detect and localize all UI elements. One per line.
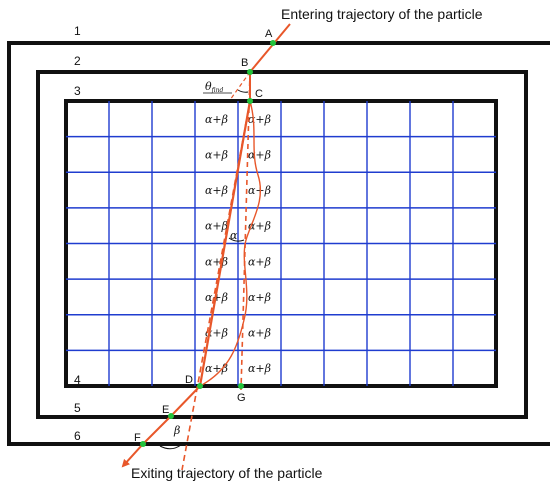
cell-label-alpha-beta: α+β bbox=[205, 255, 228, 268]
theta-symbol: θ bbox=[205, 80, 212, 93]
point-label-g: G bbox=[237, 392, 246, 404]
layer-number-5: 5 bbox=[74, 401, 81, 415]
beta-angle-arc bbox=[159, 444, 182, 450]
alpha-angle-arc bbox=[228, 237, 245, 242]
intersection-points bbox=[140, 40, 276, 447]
exiting-trajectory-caption: Exiting trajectory of the particle bbox=[131, 465, 323, 481]
point-label-e: E bbox=[162, 404, 169, 416]
layer-number-3: 3 bbox=[74, 84, 81, 98]
middle-frame-layer-2 bbox=[36, 70, 528, 419]
vertical-reference-dashed-line bbox=[240, 71, 251, 391]
theta-reference-dashed-line bbox=[229, 71, 251, 101]
point-d bbox=[197, 383, 203, 389]
point-g bbox=[238, 383, 244, 389]
point-label-b: B bbox=[241, 57, 248, 69]
cell-label-alpha-beta: α+β bbox=[205, 184, 228, 197]
cell-label-alpha-beta: α+β bbox=[248, 291, 271, 304]
wavy-trajectory-path bbox=[199, 100, 262, 387]
beta-label: β bbox=[173, 424, 180, 437]
cell-labels: α+βα+βα+βα+βα+βα+βα+βα+βα+βα+βα+βα+βα+βα… bbox=[205, 113, 271, 375]
detector-grid bbox=[66, 101, 496, 386]
alpha-label: α bbox=[230, 229, 238, 242]
point-f bbox=[140, 441, 146, 447]
layer-number-2: 2 bbox=[74, 54, 81, 68]
point-e bbox=[168, 413, 174, 419]
point-b bbox=[247, 69, 253, 75]
point-a bbox=[270, 40, 276, 46]
layer-number-6: 6 bbox=[74, 429, 81, 443]
outer-frame-layer-1 bbox=[7, 41, 550, 446]
point-label-a: A bbox=[265, 28, 273, 40]
point-label-c: C bbox=[255, 88, 263, 100]
cell-label-alpha-beta: α+β bbox=[205, 362, 228, 375]
theta-angle-arc bbox=[237, 89, 249, 93]
point-label-d: D bbox=[185, 374, 193, 386]
cell-label-alpha-beta: α+β bbox=[248, 327, 271, 340]
cell-label-alpha-beta: α+β bbox=[248, 362, 271, 375]
theta-find-label: θfind bbox=[205, 80, 223, 94]
cell-label-alpha-beta: α+β bbox=[205, 113, 228, 126]
cell-label-alpha-beta: α+β bbox=[248, 148, 271, 161]
point-label-f: F bbox=[134, 432, 141, 444]
cell-label-alpha-beta: α+β bbox=[248, 255, 271, 268]
theta-subscript: find bbox=[211, 87, 224, 94]
entering-trajectory-caption: Entering trajectory of the particle bbox=[281, 6, 483, 22]
cell-label-alpha-beta: α+β bbox=[248, 184, 271, 197]
straight-trajectory-line bbox=[198, 100, 252, 387]
point-c bbox=[247, 98, 253, 104]
layer-number-1: 1 bbox=[74, 24, 81, 38]
cell-label-alpha-beta: α+β bbox=[248, 113, 271, 126]
cell-label-alpha-beta: α+β bbox=[205, 148, 228, 161]
layer-number-4: 4 bbox=[74, 373, 81, 387]
cell-label-alpha-beta: α+β bbox=[205, 220, 228, 233]
outgoing-trajectory-line bbox=[121, 385, 201, 468]
cell-label-alpha-beta: α+β bbox=[248, 220, 271, 233]
